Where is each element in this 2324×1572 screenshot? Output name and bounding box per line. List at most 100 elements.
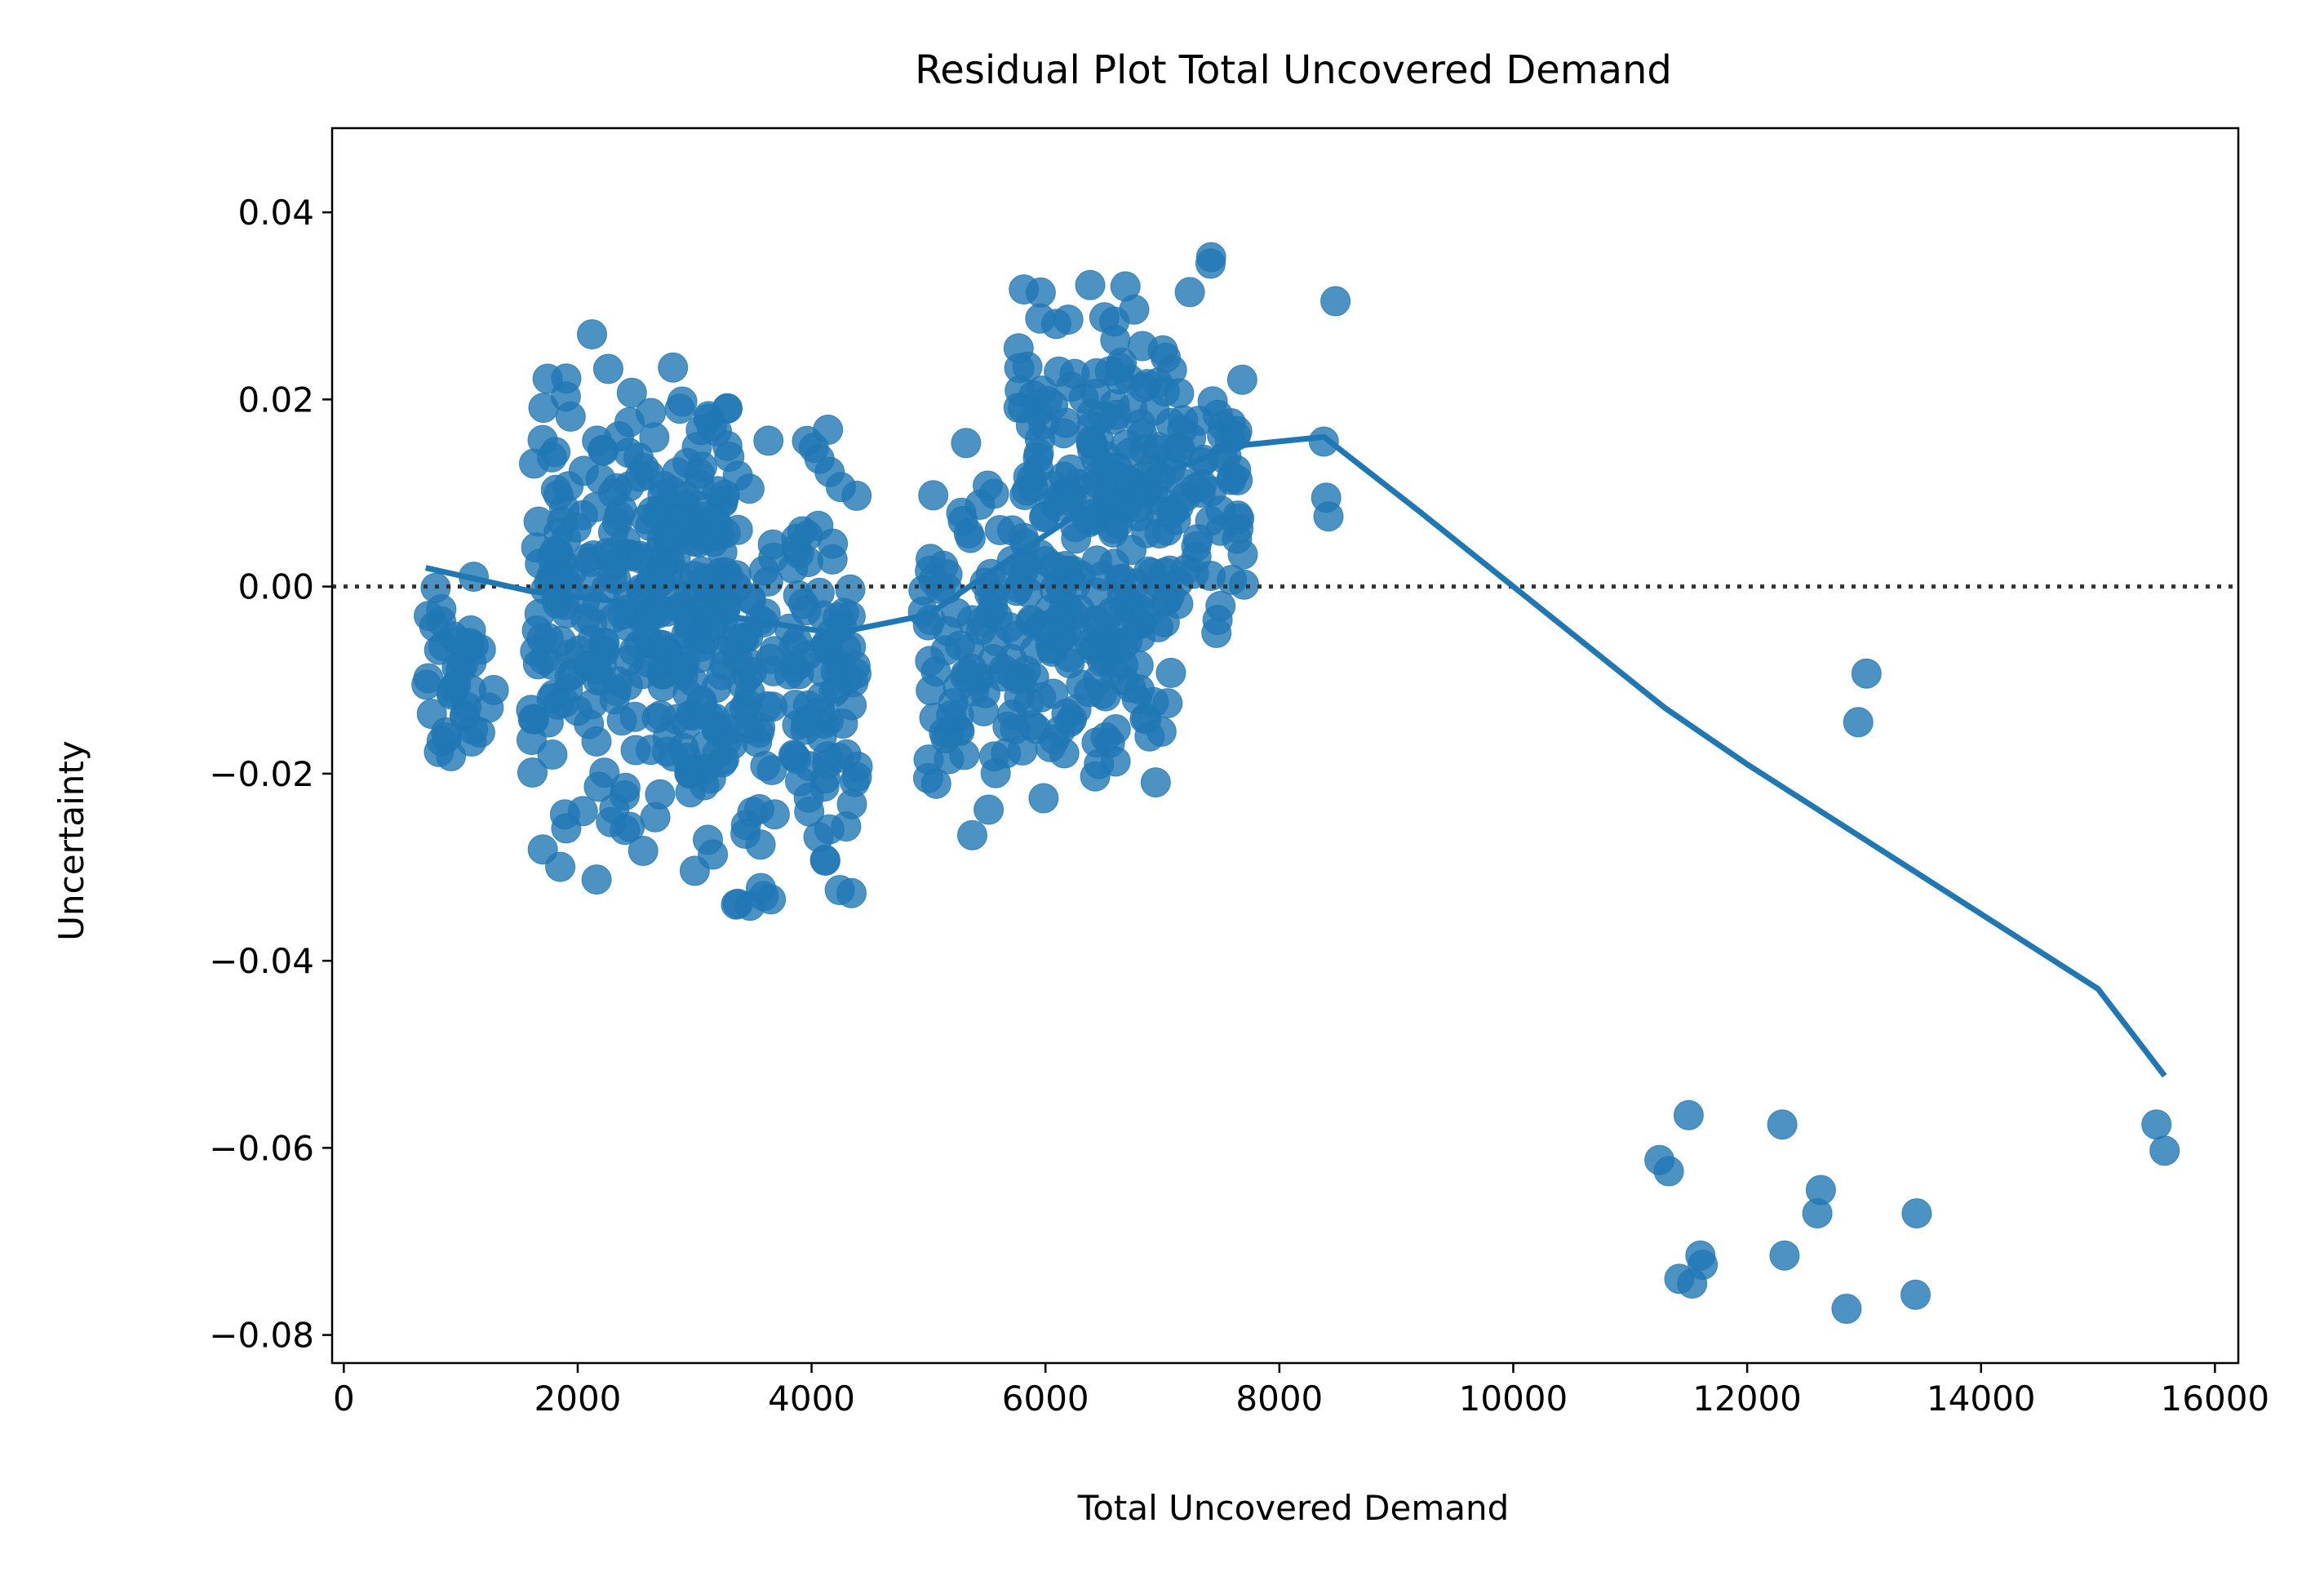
data-point — [831, 739, 862, 770]
data-point — [1155, 657, 1186, 688]
data-point — [647, 552, 677, 583]
data-point — [1152, 688, 1183, 719]
data-point — [936, 699, 967, 730]
data-point — [1053, 485, 1084, 516]
y-tick-label: −0.08 — [209, 1316, 314, 1356]
data-point — [533, 707, 564, 738]
data-point — [1018, 662, 1049, 693]
data-point — [1163, 491, 1194, 522]
data-points — [411, 242, 2180, 1324]
data-point — [1140, 767, 1171, 798]
data-point — [1197, 386, 1228, 417]
data-point — [1313, 501, 1344, 532]
data-point — [645, 700, 676, 731]
data-point — [1843, 707, 1874, 738]
data-point — [1032, 385, 1062, 416]
data-point — [759, 799, 790, 830]
data-point — [779, 652, 810, 683]
y-tick-label: 0.00 — [237, 567, 314, 607]
data-point — [1012, 351, 1043, 382]
data-point — [1767, 1109, 1798, 1140]
data-point — [1107, 580, 1138, 610]
data-point — [951, 428, 982, 459]
data-point — [693, 403, 724, 434]
data-point — [1673, 1099, 1704, 1130]
data-point — [639, 422, 670, 453]
data-point — [649, 471, 679, 501]
data-point — [658, 352, 689, 383]
data-point — [1104, 364, 1135, 395]
data-point — [730, 819, 761, 849]
y-tick-label: 0.04 — [237, 193, 314, 233]
data-point — [916, 675, 947, 706]
data-point — [582, 425, 613, 456]
data-point — [521, 615, 552, 646]
data-point — [652, 637, 683, 668]
data-point — [540, 474, 571, 505]
data-point — [574, 708, 605, 739]
data-point — [1170, 554, 1201, 585]
data-point — [1015, 410, 1046, 441]
x-tick-label: 6000 — [1002, 1379, 1089, 1419]
data-point — [809, 844, 840, 875]
data-point — [623, 442, 654, 473]
data-point — [974, 794, 1005, 825]
data-point — [836, 877, 867, 908]
x-tick-label: 10000 — [1459, 1379, 1568, 1419]
data-point — [411, 669, 442, 700]
data-point — [1223, 513, 1254, 544]
data-point — [1769, 1240, 1800, 1271]
data-point — [722, 514, 753, 545]
data-point — [831, 811, 862, 842]
data-point — [1110, 271, 1141, 302]
data-point — [537, 650, 567, 680]
chart-title: Residual Plot Total Uncovered Demand — [915, 47, 1672, 93]
data-point — [693, 824, 723, 855]
data-point — [1205, 590, 1236, 621]
data-point — [753, 425, 784, 456]
data-point — [1229, 569, 1259, 600]
y-tick-label: 0.02 — [237, 380, 314, 420]
data-point — [778, 553, 809, 584]
x-tick-label: 14000 — [1927, 1379, 2036, 1419]
y-axis-label: Uncertainty — [51, 740, 91, 940]
data-point — [1688, 1250, 1719, 1281]
data-point — [540, 437, 571, 468]
data-point — [788, 588, 818, 619]
data-point — [568, 455, 599, 486]
data-point — [577, 319, 607, 350]
data-point — [1115, 437, 1146, 468]
data-point — [1320, 286, 1351, 317]
data-point — [947, 505, 978, 536]
x-tick-label: 16000 — [2161, 1379, 2270, 1419]
data-point — [827, 708, 858, 739]
data-point — [827, 611, 858, 642]
data-point — [1066, 669, 1097, 700]
data-point — [1196, 476, 1227, 507]
x-tick-label: 0 — [333, 1379, 355, 1419]
data-point — [978, 741, 1009, 772]
data-point — [781, 523, 812, 554]
data-point — [1195, 248, 1226, 279]
x-axis: 0 2000 4000 6000 8000 10000 12000 14000 16000 — [333, 1363, 2269, 1419]
data-point — [684, 469, 715, 500]
data-point — [1107, 631, 1138, 662]
data-point — [956, 653, 987, 684]
data-point — [1227, 539, 1258, 570]
data-point — [1029, 502, 1060, 532]
data-point — [1044, 356, 1075, 387]
data-point — [675, 777, 706, 808]
data-point — [567, 796, 598, 827]
data-point — [517, 757, 548, 788]
data-point — [444, 626, 475, 657]
data-point — [441, 669, 472, 700]
trend-path — [424, 433, 2167, 1078]
x-tick-label: 8000 — [1235, 1379, 1323, 1419]
data-point — [1028, 783, 1059, 814]
data-point — [599, 684, 630, 715]
data-point — [1900, 1279, 1931, 1310]
data-point — [645, 779, 676, 810]
data-point — [431, 717, 462, 748]
data-point — [1226, 364, 1257, 395]
data-point — [628, 836, 659, 866]
